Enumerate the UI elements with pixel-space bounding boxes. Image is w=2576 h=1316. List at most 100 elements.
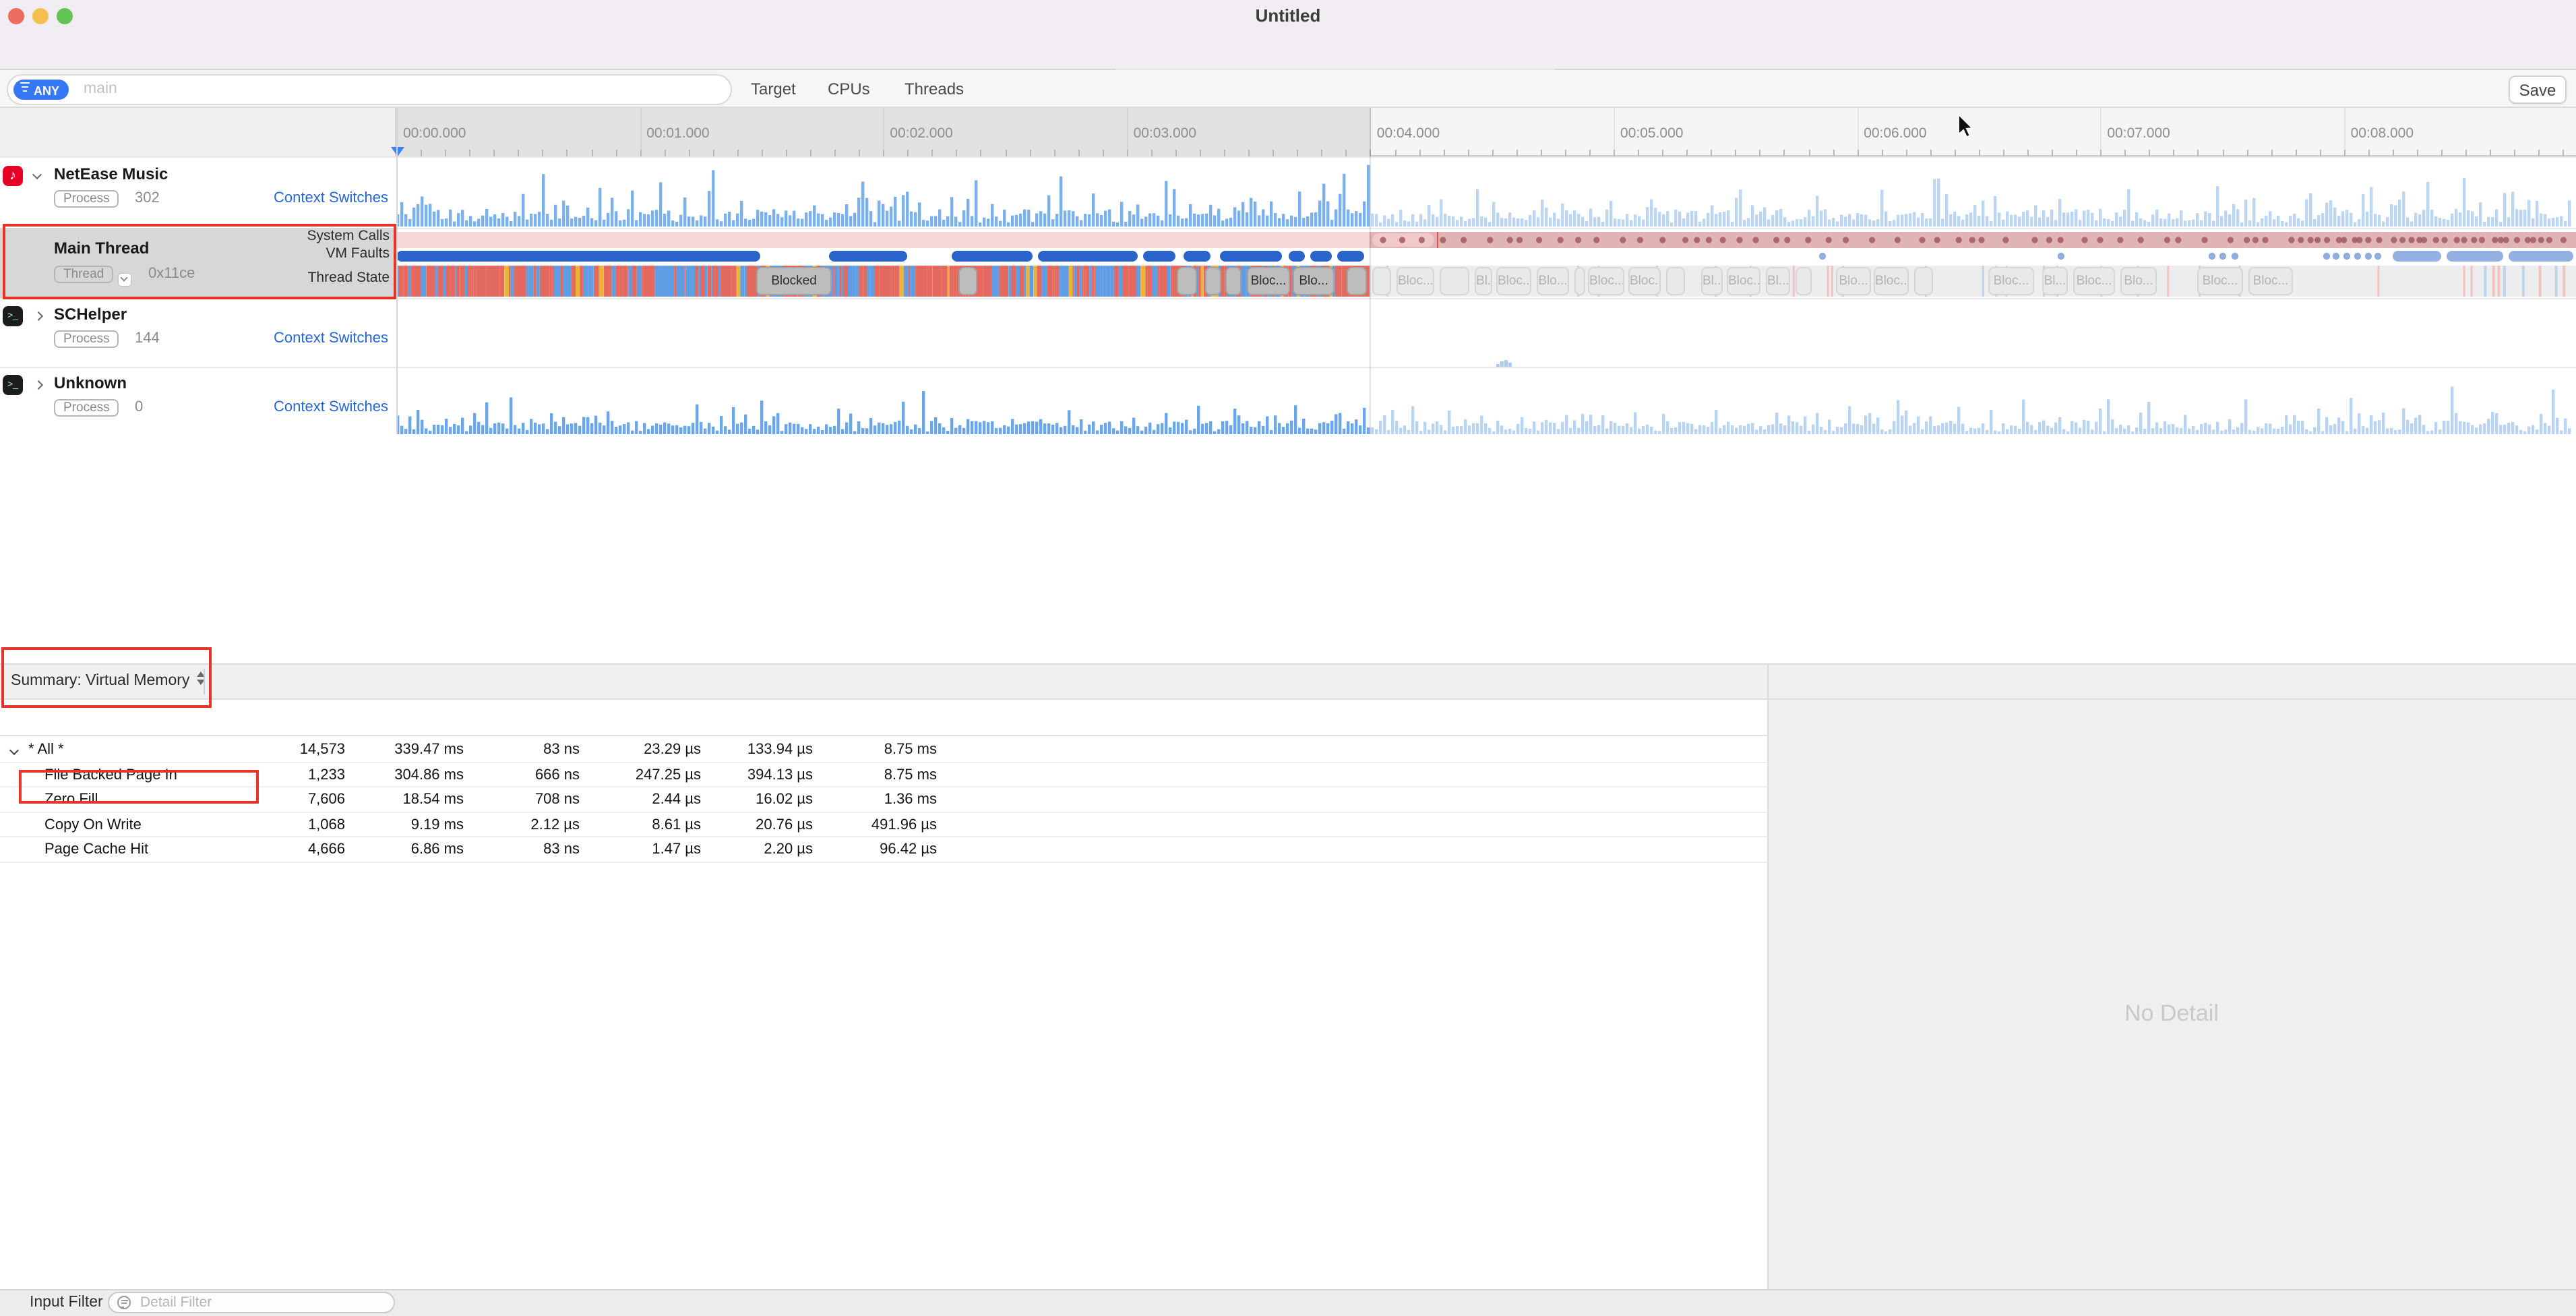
context-switches-link[interactable]: Context Switches (274, 399, 388, 415)
thread-state-stripes[interactable] (396, 266, 1370, 297)
thread-state-chip[interactable]: Bloc... (2073, 267, 2115, 295)
thread-state-chip[interactable] (1347, 267, 1367, 295)
value-cell[interactable]: 491.96 µs (871, 816, 937, 833)
thread-state-chip[interactable] (1914, 267, 1933, 295)
thread-state-chip[interactable]: Bloc... (1588, 267, 1624, 295)
thread-state-chip[interactable]: Bloc... (1247, 267, 1290, 295)
value-cell[interactable]: 1.47 µs (652, 841, 701, 858)
pane-divider[interactable] (1767, 663, 1769, 1289)
table-row[interactable]: File Backed Page In 1,233 304.86 ms 666 ns 2… (0, 762, 1767, 787)
track-filter-input[interactable] (7, 74, 732, 105)
thread-state-chip[interactable]: Bloc... (1874, 267, 1909, 295)
value-cell[interactable]: 7,606 (307, 791, 345, 808)
track-row-schelper[interactable]: >_ SCHelper Process 144 Context Switches (0, 298, 396, 367)
thread-state-chip[interactable] (958, 267, 977, 295)
thread-state-chip[interactable] (1205, 267, 1221, 295)
value-cell[interactable]: 8.75 ms (884, 742, 937, 758)
thread-state-chip[interactable] (1225, 267, 1241, 295)
thread-state-chip[interactable]: Bloc... (1628, 267, 1661, 295)
thread-state-chip[interactable]: Bl... (2042, 267, 2068, 295)
table-row[interactable]: Page Cache Hit 4,666 6.86 ms 83 ns 1.47 µs 2.… (0, 837, 1767, 862)
thread-state-chip[interactable] (1372, 267, 1391, 295)
summary-type-dropdown[interactable]: Summary: Virtual Memory (11, 671, 205, 689)
operation-cell[interactable]: Page Cache Hit (44, 841, 149, 858)
track-row-unknown[interactable]: >_ Unknown Process 0 Context Switches (0, 367, 396, 434)
value-cell[interactable]: 133.94 µs (747, 742, 813, 758)
zoom-window-icon[interactable] (57, 8, 73, 24)
cpu-usage-histogram[interactable] (396, 156, 2576, 227)
tab-threads[interactable]: Threads (904, 80, 964, 98)
value-cell[interactable]: 2.12 µs (530, 816, 580, 833)
value-cell[interactable]: 4,666 (307, 841, 345, 858)
thread-dropdown-icon[interactable] (119, 273, 131, 286)
thread-state-chip[interactable]: Bloc... (1727, 267, 1760, 295)
value-cell[interactable]: 8.61 µs (652, 816, 701, 833)
value-cell[interactable]: 14,573 (299, 742, 345, 758)
detail-filter-input[interactable] (108, 1292, 395, 1313)
filter-any-pill[interactable]: ANY (13, 80, 69, 100)
unknown-cpu-histogram[interactable] (396, 375, 2576, 434)
thread-state-chip[interactable]: Bl... (1475, 267, 1492, 295)
track-row-netease[interactable]: ♪ NetEase Music Process 302 Context Swit… (0, 156, 396, 228)
track-row-main-thread[interactable]: Main Thread Thread 0x11ce System Calls V… (0, 228, 396, 298)
value-cell[interactable]: 8.75 ms (884, 767, 937, 783)
thread-state-chip[interactable]: Blo... (1836, 267, 1871, 295)
thread-state-chip[interactable]: Bloc... (2197, 267, 2243, 295)
thread-state-chip[interactable] (1574, 267, 1585, 295)
thread-state-chip[interactable]: Blocked (756, 267, 832, 295)
table-row[interactable]: * All * 14,573 339.47 ms 83 ns 23.29 µs 133.9… (0, 738, 1767, 762)
thread-state-chip[interactable] (1440, 267, 1469, 295)
thread-state-chip[interactable]: Blo... (1537, 267, 1569, 295)
value-cell[interactable]: 20.76 µs (756, 816, 813, 833)
value-cell[interactable]: 16.02 µs (756, 791, 813, 808)
value-cell[interactable]: 6.86 ms (410, 841, 464, 858)
minimize-window-icon[interactable] (32, 8, 49, 24)
thread-state-chip[interactable]: Bl... (1701, 267, 1723, 295)
chevron-down-icon[interactable] (32, 169, 42, 180)
thread-state-chip[interactable]: Bl... (1766, 267, 1790, 295)
thread-state-chip[interactable]: Blo... (2120, 267, 2157, 295)
operation-cell[interactable]: * All * (28, 742, 64, 758)
thread-state-chip[interactable]: Bloc... (1397, 267, 1434, 295)
value-cell[interactable]: 23.29 µs (644, 742, 701, 758)
operation-cell[interactable]: Copy On Write (44, 816, 142, 833)
value-cell[interactable]: 1,233 (307, 767, 345, 783)
tab-cpus[interactable]: CPUs (828, 80, 870, 98)
value-cell[interactable]: 1.36 ms (884, 791, 937, 808)
value-cell[interactable]: 1,068 (307, 816, 345, 833)
thread-state-chip[interactable]: Blo... (1293, 267, 1335, 295)
value-cell[interactable]: 18.54 ms (402, 791, 464, 808)
value-cell[interactable]: 2.44 µs (652, 791, 701, 808)
thread-state-chip[interactable] (1796, 267, 1812, 295)
close-window-icon[interactable] (8, 8, 24, 24)
value-cell[interactable]: 83 ns (543, 841, 580, 858)
chevron-right-icon[interactable] (33, 380, 44, 390)
table-row[interactable]: Zero Fill 7,606 18.54 ms 708 ns 2.44 µs 16.02… (0, 787, 1767, 812)
context-switches-link[interactable]: Context Switches (274, 190, 388, 206)
value-cell[interactable]: 708 ns (534, 791, 580, 808)
value-cell[interactable]: 339.47 ms (394, 742, 464, 758)
save-button[interactable]: Save (2509, 76, 2567, 104)
value-cell[interactable]: 394.13 µs (747, 767, 813, 783)
operation-cell[interactable]: File Backed Page In (44, 767, 177, 783)
playhead-marker-icon[interactable] (391, 147, 404, 156)
thread-state-chip[interactable] (1177, 267, 1197, 295)
value-cell[interactable]: 96.42 µs (880, 841, 937, 858)
disclosure-chevron-icon[interactable] (9, 745, 20, 756)
thread-state-chip[interactable] (1666, 267, 1685, 295)
value-cell[interactable]: 304.86 ms (394, 767, 464, 783)
table-row[interactable]: Copy On Write 1,068 9.19 ms 2.12 µs 8.61 µs 2… (0, 812, 1767, 837)
system-calls-lane-selected[interactable] (396, 232, 1370, 248)
thread-state-chip[interactable]: Bloc... (1496, 267, 1531, 295)
value-cell[interactable]: 666 ns (534, 767, 580, 783)
context-switches-link[interactable]: Context Switches (274, 330, 388, 347)
thread-state-chip[interactable]: Bloc... (2248, 267, 2293, 295)
chevron-right-icon[interactable] (33, 311, 44, 322)
value-cell[interactable]: 2.20 µs (764, 841, 813, 858)
value-cell[interactable]: 247.25 µs (635, 767, 701, 783)
tab-target[interactable]: Target (751, 80, 796, 98)
thread-state-chip[interactable]: Bloc... (1988, 267, 2034, 295)
value-cell[interactable]: 83 ns (543, 742, 580, 758)
value-cell[interactable]: 9.19 ms (410, 816, 464, 833)
operation-cell[interactable]: Zero Fill (44, 791, 98, 808)
